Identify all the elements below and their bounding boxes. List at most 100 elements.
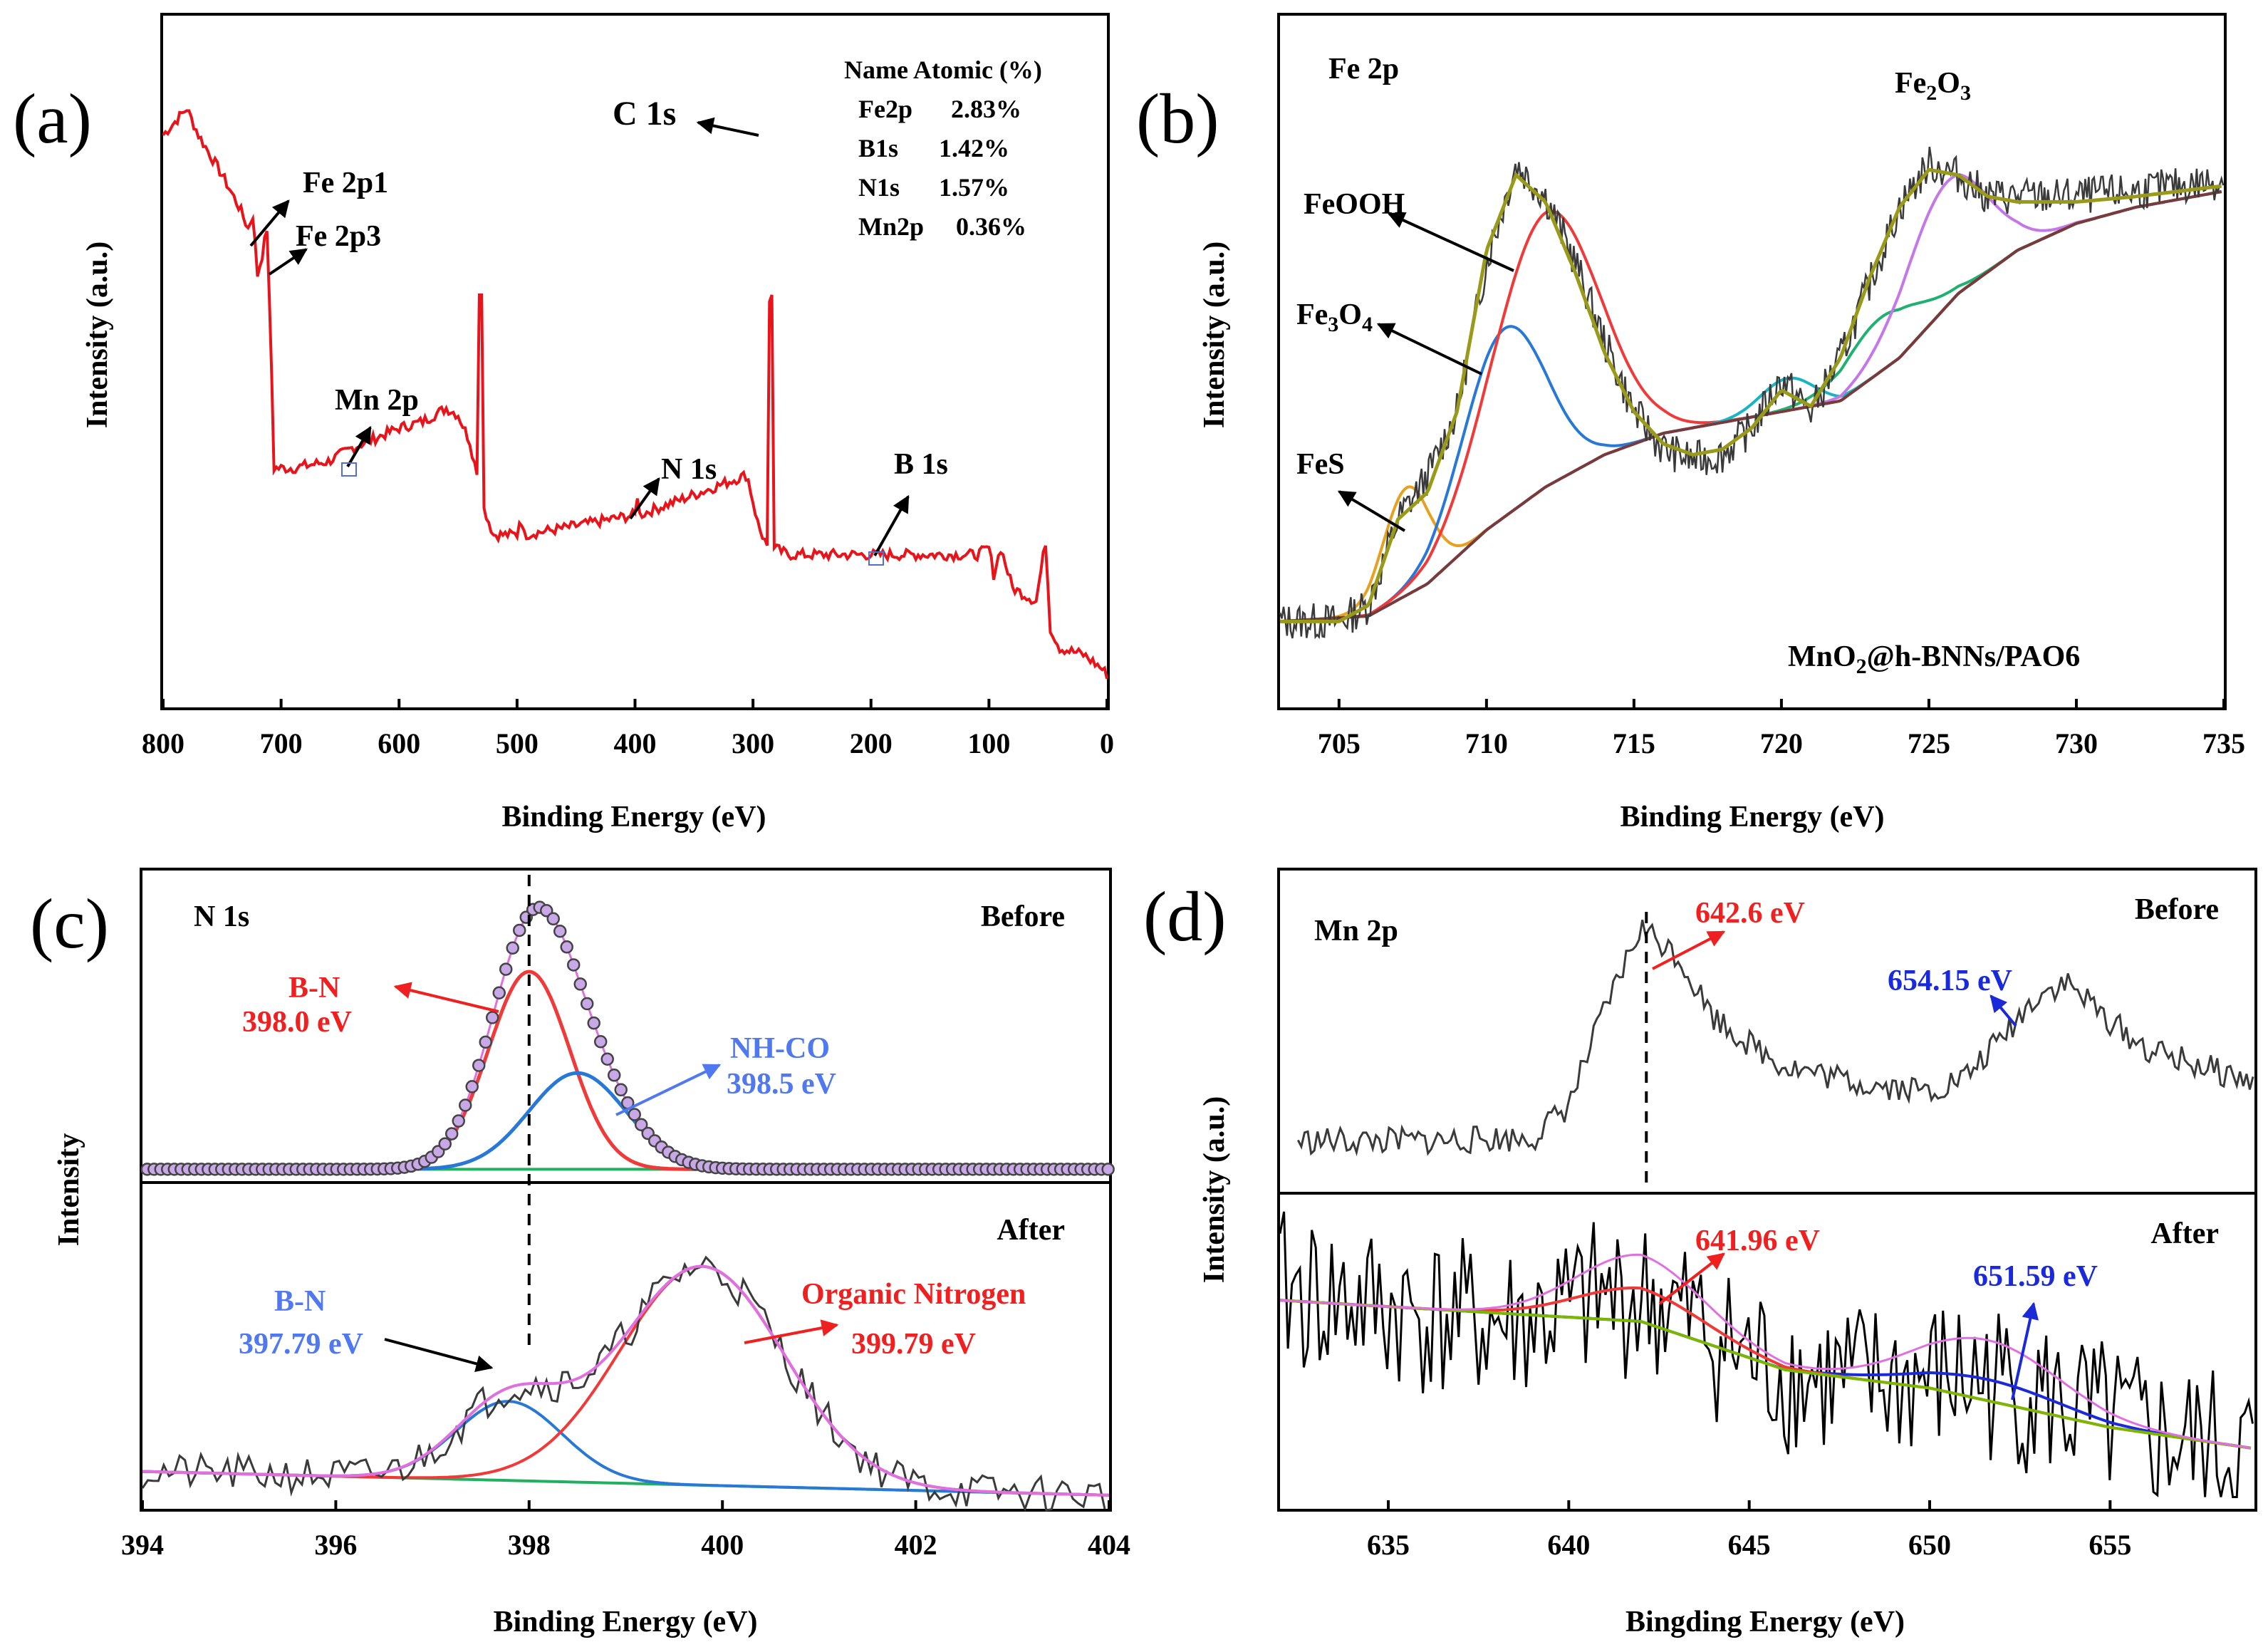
x-ticks-d: 635 640 645 650 655 [1367,1500,2131,1561]
subplot-label-after-d: After [2150,1217,2219,1250]
annotation-bn-after: B-N [274,1285,326,1318]
arrow-feooh [1387,212,1514,272]
data-point-marker [607,1069,621,1082]
y-axis-label-a: Intensity (a.u.) [81,241,114,429]
panel-b: (b) 705 710 715 720 725 730 735 Binding Energy… [1136,13,2245,833]
arrow-fe2p3 [268,248,308,276]
data-point-marker [485,1011,499,1024]
x-tick-label: 635 [1367,1529,1410,1561]
table-row-value: 0.36% [956,212,1026,241]
data-point-marker [614,1083,628,1097]
x-tick-label: 730 [2055,727,2098,759]
arrow-mn-before-1 [1652,930,1726,970]
x-tick-label: 705 [1318,727,1361,759]
x-tick-label: 735 [2202,727,2245,759]
data-point-marker [512,923,526,937]
annotation-c1s: C 1s [613,95,676,133]
annotation-organic-n: Organic Nitrogen [801,1278,1026,1311]
chart-title-b: Fe 2p [1328,53,1399,85]
panel-d: (d) 635 640 645 650 655 Bingding Energy (eV)… [1143,868,2257,1638]
table-header: Name Atomic (%) [844,56,1042,84]
plot-frame-d [1277,868,2257,1512]
arrow-nhco [615,1064,722,1116]
annotation-fe2o3: Fe2O3 [1895,67,1971,105]
y-axis-label-c: Intensity [53,1133,85,1247]
panel-label-b: (b) [1136,79,1219,158]
annotation-b1s: B 1s [894,448,948,481]
arrow-c1s [696,117,759,137]
x-tick-label: 715 [1613,727,1655,759]
arrow-mn-after-1 [1658,1252,1725,1305]
annotation-fe2p1: Fe 2p1 [303,167,388,199]
annotation-bn-before-value: 398.0 eV [242,1006,352,1039]
table-row-name: B1s [858,134,898,162]
component-b-n [142,1400,1110,1497]
sample-label-b: MnO2@h-BNNs/PAO6 [1788,640,2080,678]
data-point-marker [580,997,594,1011]
annotation-mn-after-1: 641.96 eV [1695,1225,1820,1257]
arrow-organic-n [744,1319,839,1344]
data-point-marker [587,1016,600,1030]
arrow-n1s [629,477,660,520]
table-row-value: 2.83% [951,95,1021,123]
x-axis-label-b: Binding Energy (eV) [1620,801,1884,833]
component-b-n [142,970,1109,1171]
annotation-organic-n-value: 399.79 eV [851,1328,976,1361]
x-tick-label: 396 [314,1529,357,1561]
annotation-fes: FeS [1296,448,1345,481]
x-tick-label: 700 [260,727,303,759]
arrow-fe3o4 [1376,323,1482,375]
table-row-value: 1.42% [939,134,1009,162]
table-row-name: Fe2p [858,95,912,123]
data-point-marker [458,1098,472,1112]
annotation-mn-after-2: 651.59 eV [1973,1260,2098,1293]
series-c [140,900,1115,1512]
x-ticks-c: 394 396 398 400 402 404 [121,1500,1130,1561]
data-point-marker [438,1137,452,1150]
arrow-mn-before-2 [1989,994,2017,1027]
x-tick-label: 100 [967,727,1010,759]
y-axis-label-b: Intensity (a.u.) [1198,241,1231,429]
table-row-name: N1s [858,173,900,202]
x-tick-label: 645 [1728,1529,1771,1561]
data-point-marker [566,958,581,972]
annotation-mn-before-2: 654.15 eV [1888,965,2012,997]
annotation-mn-before-1: 642.6 eV [1695,897,1805,930]
envelope-fit-line [1280,167,2222,623]
x-ticks-b: 705 710 715 720 725 730 735 [1318,699,2245,759]
background-line [1279,190,2222,623]
data-point-marker [573,977,587,991]
annotation-bn-after-value: 397.79 eV [239,1328,363,1361]
data-point-marker [506,941,519,955]
x-tick-label: 725 [1908,727,1950,759]
data-point-marker [546,912,560,926]
subplot-label-before-d: Before [2135,893,2219,926]
data-point-marker [444,1127,459,1141]
x-tick-label: 720 [1760,727,1803,759]
raw-data-line-before [1296,919,2254,1157]
x-tick-label: 200 [850,727,893,759]
data-point-marker [553,925,567,938]
data-point-marker [465,1080,479,1093]
table-row-value: 1.57% [939,173,1009,202]
annotation-mn2p: Mn 2p [335,384,419,417]
annotation-fe3o4: Fe3O4 [1296,298,1373,336]
annotation-feooh: FeOOH [1304,188,1405,221]
x-tick-label: 655 [2088,1529,2131,1561]
x-tick-label: 500 [496,727,539,759]
series-d [1279,919,2254,1498]
annotation-nhco-value: 398.5 eV [727,1068,836,1101]
raw-data-line [1279,146,2225,640]
plot-frame-c [140,868,1112,1512]
y-axis-label-d: Intensity (a.u.) [1198,1096,1231,1284]
data-point-marker [492,986,506,999]
x-ticks-a: 800 700 600 500 400 300 200 100 0 [142,699,1114,759]
fit-sum-line-after [142,1264,1110,1497]
subplot-label-after-c: After [997,1214,1065,1247]
data-point-marker [479,1035,492,1049]
x-axis-label-c: Binding Energy (eV) [493,1606,757,1638]
annotation-fe2p3: Fe 2p3 [296,220,381,253]
table-row-name: Mn2p [858,212,924,241]
data-point-marker [539,904,553,918]
